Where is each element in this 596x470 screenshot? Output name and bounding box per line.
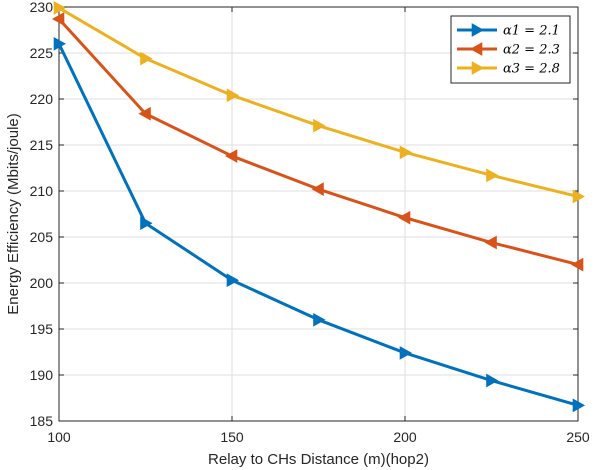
legend-item: α1 = 2.1 [457,23,560,39]
y-tick-label: 195 [30,321,54,337]
data-point [486,168,499,183]
data-point [140,216,153,231]
y-tick-label: 205 [30,229,54,245]
y-tick-label: 200 [30,275,54,291]
data-point [311,182,324,197]
legend-swatch-marker [471,61,485,75]
data-point [572,189,586,204]
y-tick-label: 220 [30,91,54,107]
data-point [224,149,238,163]
legend-swatch-marker [469,42,483,56]
x-axis-label: Relay to CHs Distance (m)(hop2) [208,451,429,468]
data-point [484,235,497,250]
x-tick-label: 150 [220,429,244,445]
data-point [226,273,240,288]
series-3 [53,1,586,204]
legend-item: α2 = 2.3 [457,42,560,58]
y-tick-label: 210 [30,183,54,199]
data-point [572,398,586,413]
y-tick-label: 225 [30,45,54,61]
series-line [57,43,579,407]
series-2 [51,12,584,272]
data-point [397,210,411,225]
y-tick-label: 190 [30,367,54,383]
x-tick-label: 250 [566,429,590,445]
data-point [399,145,413,160]
data-point [313,312,326,327]
data-point [138,106,151,121]
data-point [399,346,413,360]
y-axis-label: Energy Efficiency (Mbits/joule) [5,113,22,314]
legend-swatch-marker [471,23,485,37]
x-tick-label: 100 [47,429,71,445]
y-tick-label: 230 [30,0,54,15]
data-point [226,88,240,103]
data-point [51,12,65,26]
data-point [53,36,67,51]
data-point [486,373,499,388]
legend-label: α3 = 2.8 [503,62,560,77]
y-tick-label: 215 [30,137,54,153]
y-tick-label: 185 [30,413,54,429]
legend-item: α3 = 2.8 [457,61,560,77]
series-layer [51,1,586,413]
data-point [313,118,326,133]
x-tick-label: 200 [393,429,417,445]
axis-ticks: 100 150 200 250 185 190 195 200 205 210 215 220 225 2… [30,0,590,445]
data-point [570,257,584,272]
series-1 [53,36,586,413]
legend: α1 = 2.1 α2 = 2.3 α3 = 2.8 [450,15,571,84]
plot-frame [58,6,579,422]
data-point [140,51,153,66]
legend-label: α2 = 2.3 [503,43,560,58]
data-point [53,1,67,15]
legend-label: α1 = 2.1 [503,24,560,39]
